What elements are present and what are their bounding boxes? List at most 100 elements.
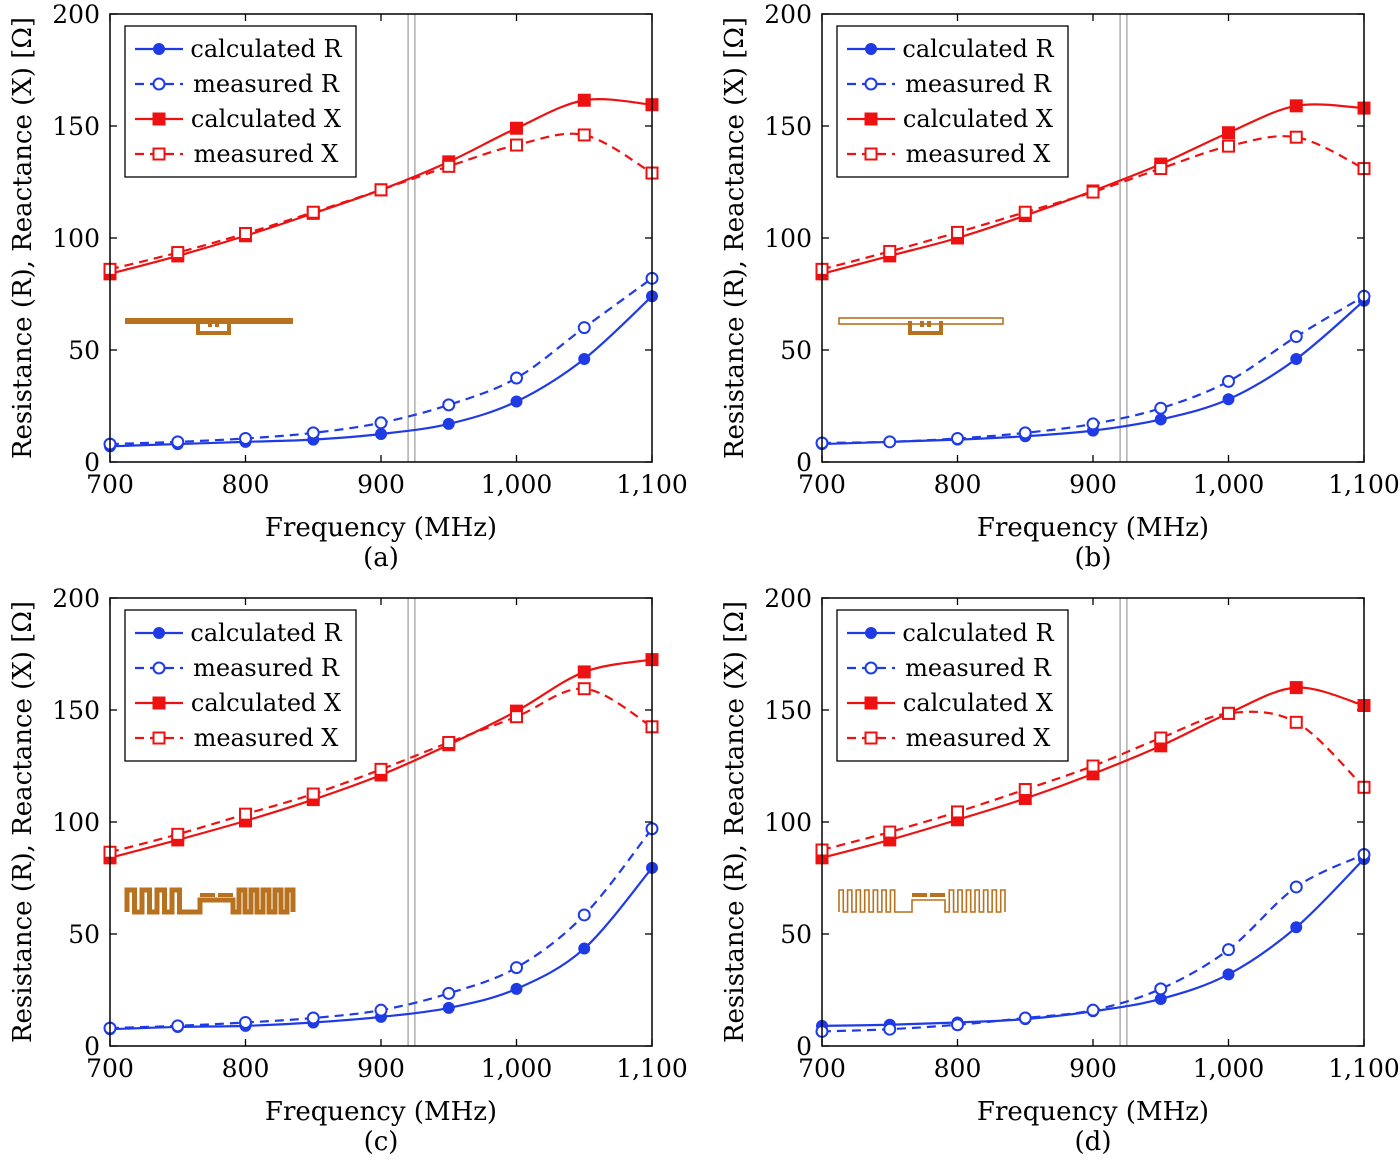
x-tick-label: 800 [222,1054,270,1083]
data-point [1018,205,1032,219]
legend-marker [864,696,878,710]
antenna-layer [125,318,293,335]
data-point [577,665,591,679]
legend-marker [864,112,878,126]
data-point [1086,759,1100,773]
data-point [1086,417,1100,431]
series-line [109,828,653,1030]
data-point [1018,783,1032,797]
data-point [1086,1003,1100,1017]
legend-marker [864,77,878,91]
panel-caption: (b) [1075,543,1112,573]
data-point [577,128,591,142]
data-point [1290,921,1303,934]
data-point [510,121,523,135]
x-tick-label: 1,100 [1328,1054,1400,1083]
y-tick-label: 200 [764,0,812,29]
data-point [171,246,185,260]
x-tick-label: 700 [798,1054,846,1083]
legend-marker [864,147,878,161]
data-point [374,416,388,430]
y-tick-label: 150 [764,696,812,725]
data-point [1222,706,1235,720]
data-point [577,908,591,922]
y-tick-label: 50 [780,336,812,365]
y-axis-label: Resistance (R), Reactance (X) [Ω] [720,601,750,1043]
data-point [1289,99,1303,113]
x-tick-label: 1,100 [616,1054,688,1083]
antenna-feed-loop [196,321,231,335]
data-point [1222,968,1235,981]
data-point [1290,352,1303,365]
legend: calculated R measured R calculated X measur… [124,25,357,178]
legend-label: measured X [194,724,339,752]
series-measured-R [815,289,1371,450]
y-axis-label: Resistance (R), Reactance (X) [Ω] [8,601,38,1043]
antenna-icon [125,318,293,335]
series-line [821,858,1365,1027]
y-tick-label: 150 [52,696,100,725]
y-tick-label: 150 [764,112,812,141]
chart-panel: 700 800 900 1,000 1,100 0 50 100 150 200 Frequency… [720,0,1400,573]
x-tick-label: 800 [934,1054,982,1083]
legend-label: measured X [906,140,1051,168]
y-tick-label: 200 [52,0,100,29]
x-tick-label: 700 [86,470,134,499]
y-tick-label: 0 [84,448,100,477]
legend-marker [152,77,166,91]
data-point [1222,126,1235,140]
data-point [883,244,897,258]
y-tick-label: 50 [68,336,100,365]
antenna-position [124,887,296,915]
data-point [1154,413,1167,426]
legend-label: calculated R [190,619,342,647]
x-axis-label: Frequency (MHz) [977,1097,1209,1127]
y-tick-label: 100 [52,808,100,837]
antenna-icon [838,317,1004,335]
data-point [1289,330,1303,344]
data-point [510,961,523,975]
data-point [442,986,456,1000]
legend-label: measured R [905,70,1052,98]
data-point [375,428,387,440]
legend-marker [152,696,166,710]
antenna-meander [838,889,1006,913]
antenna-layer [838,317,1004,335]
legend-label: calculated X [903,105,1053,133]
x-tick-label: 900 [1069,1054,1117,1083]
y-axis-label: Resistance (R), Reactance (X) [Ω] [8,17,38,459]
legend-label: calculated X [191,105,341,133]
x-tick-label: 900 [1069,470,1117,499]
data-point [883,435,897,449]
data-point [374,762,388,776]
legend-label: measured X [906,724,1051,752]
chart-panel: 700 800 900 1,000 1,100 0 50 100 150 200 Frequency… [8,584,688,1157]
data-point [1086,185,1100,199]
x-tick-label: 1,100 [616,470,688,499]
data-point [510,982,523,995]
panel-caption: (d) [1075,1127,1112,1157]
legend-label: calculated R [902,619,1054,647]
data-point [239,227,252,241]
data-point [578,942,591,955]
y-tick-label: 0 [796,1032,812,1061]
x-tick-label: 1,000 [1193,470,1265,499]
data-point [442,1001,455,1014]
data-point [1154,162,1168,176]
legend-marker [153,627,165,639]
data-point [442,398,456,412]
data-point [1154,982,1168,996]
legend-label: measured X [194,140,339,168]
plot-frame [821,13,1365,463]
data-point [510,710,523,724]
data-point [1154,731,1168,745]
legend-label: measured R [193,70,340,98]
data-point [951,805,964,819]
y-tick-label: 200 [52,584,100,613]
x-tick-label: 700 [86,1054,134,1083]
data-point [1222,943,1235,957]
legend-marker [864,731,878,745]
data-point [577,93,591,107]
